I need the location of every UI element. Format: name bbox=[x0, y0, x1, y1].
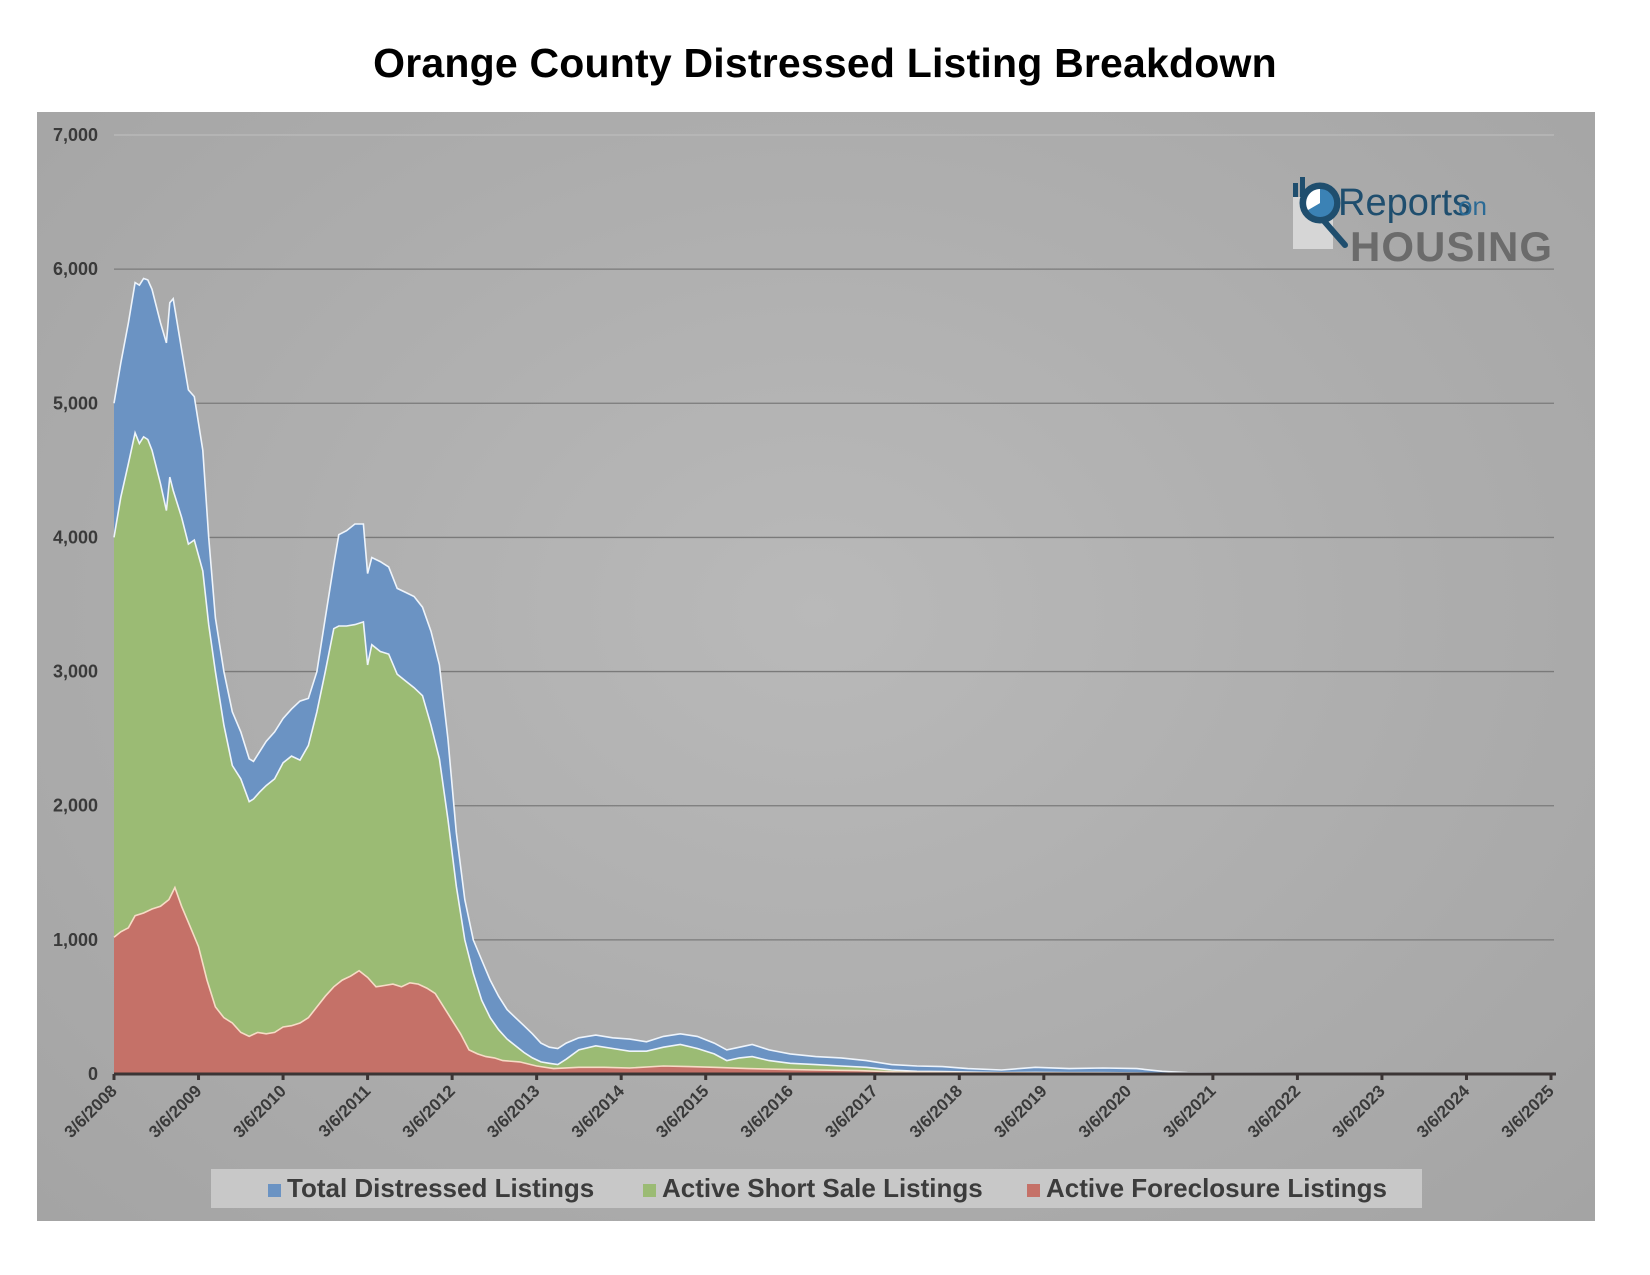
y-tick-label: 2,000 bbox=[53, 796, 98, 816]
x-tick-label: 3/6/2018 bbox=[906, 1081, 966, 1141]
y-tick-label: 6,000 bbox=[53, 259, 98, 279]
x-tick-label: 3/6/2012 bbox=[399, 1081, 459, 1141]
x-tick-labels: 3/6/2008 3/6/2009 3/6/2010 3/6/2011 3/6/2012… bbox=[61, 1081, 1558, 1142]
y-tick-label: 5,000 bbox=[53, 393, 98, 413]
legend-swatch-foreclosure bbox=[1027, 1184, 1040, 1197]
legend-label-total: Total Distressed Listings bbox=[287, 1173, 595, 1203]
logo-pie-icon bbox=[1308, 188, 1335, 217]
y-tick-label: 0 bbox=[88, 1064, 98, 1084]
chart-legend: Total Distressed Listings Active Short S… bbox=[211, 1169, 1422, 1208]
x-tick-label: 3/6/2021 bbox=[1159, 1081, 1219, 1141]
line-short-sale bbox=[113, 430, 1551, 1075]
x-tick-label: 3/6/2025 bbox=[1498, 1081, 1558, 1141]
axes bbox=[112, 1072, 1556, 1080]
x-tick-label: 3/6/2017 bbox=[821, 1081, 881, 1141]
legend-label-foreclosure: Active Foreclosure Listings bbox=[1046, 1173, 1387, 1203]
x-tick-label: 3/6/2009 bbox=[145, 1081, 205, 1141]
y-tick-label: 7,000 bbox=[53, 125, 98, 145]
x-tick-label: 3/6/2010 bbox=[230, 1081, 290, 1141]
logo-handle-icon bbox=[1321, 218, 1348, 248]
x-tick-label: 3/6/2022 bbox=[1244, 1081, 1304, 1141]
legend-item-total: Total Distressed Listings bbox=[268, 1169, 594, 1208]
logo-pie-slice-icon bbox=[1306, 189, 1320, 210]
legend-item-short-sale: Active Short Sale Listings bbox=[643, 1169, 983, 1208]
logo-bar-icon bbox=[1293, 183, 1298, 197]
logo-text-housing: HOUSING bbox=[1350, 223, 1553, 270]
line-total-distressed bbox=[113, 277, 1551, 1075]
x-tick-label: 3/6/2016 bbox=[737, 1081, 797, 1141]
logo-bar-icon bbox=[1300, 177, 1305, 197]
y-tick-label: 1,000 bbox=[53, 930, 98, 950]
line-foreclosure bbox=[113, 885, 1551, 1075]
legend-item-foreclosure: Active Foreclosure Listings bbox=[1027, 1169, 1387, 1208]
legend-swatch-short-sale bbox=[643, 1184, 656, 1197]
y-tick-labels: 0 1,000 2,000 3,000 4,000 5,000 6,000 7,000 bbox=[53, 125, 98, 1084]
x-tick-label: 3/6/2011 bbox=[315, 1081, 375, 1141]
x-tick-label: 3/6/2023 bbox=[1329, 1081, 1389, 1141]
series-areas bbox=[113, 277, 1551, 1075]
chart-title: Orange County Distressed Listing Breakdo… bbox=[373, 40, 1277, 86]
y-tick-label: 3,000 bbox=[53, 662, 98, 682]
legend-swatch-total bbox=[268, 1184, 281, 1197]
x-tick-label: 3/6/2015 bbox=[652, 1081, 712, 1141]
logo-magnifier-icon bbox=[1299, 182, 1341, 224]
x-tick-label: 3/6/2008 bbox=[61, 1081, 121, 1141]
y-tick-label: 4,000 bbox=[53, 527, 98, 547]
x-tick-label: 3/6/2024 bbox=[1413, 1081, 1474, 1142]
x-tick-label: 3/6/2019 bbox=[990, 1081, 1050, 1141]
logo-text-reports: Reports bbox=[1338, 182, 1471, 224]
x-tick-label: 3/6/2020 bbox=[1075, 1081, 1135, 1141]
x-tick-label: 3/6/2014 bbox=[568, 1081, 629, 1142]
reports-on-housing-logo: Reports on HOUSING bbox=[1290, 175, 1580, 270]
legend-label-short-sale: Active Short Sale Listings bbox=[662, 1173, 983, 1203]
logo-text-on: on bbox=[1458, 191, 1487, 221]
area-foreclosure bbox=[114, 887, 1551, 1074]
area-short-sale bbox=[114, 432, 1551, 1074]
x-tick-label: 3/6/2013 bbox=[483, 1081, 543, 1141]
